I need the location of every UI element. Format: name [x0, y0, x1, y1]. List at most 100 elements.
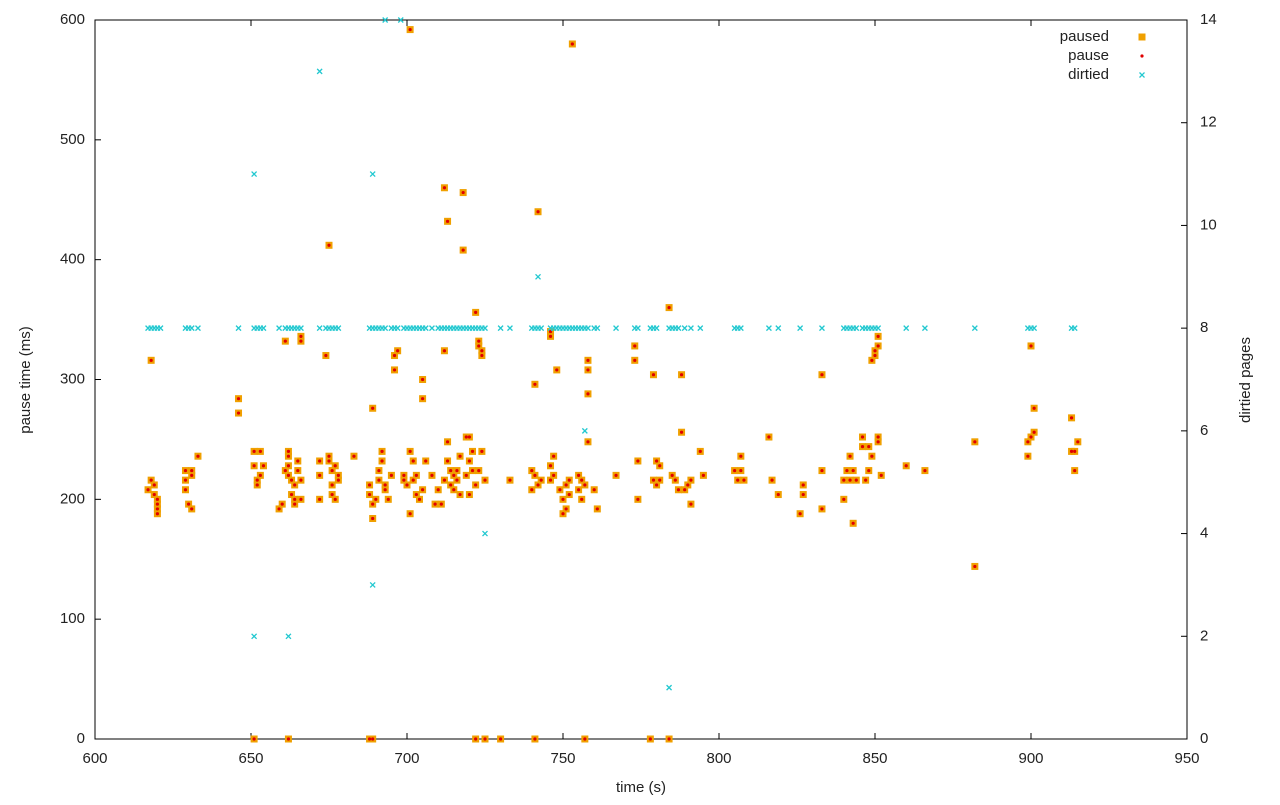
- point-pause: [458, 454, 462, 458]
- point-pause: [854, 478, 858, 482]
- x-axis-label: time (s): [616, 779, 666, 796]
- point-pause: [667, 737, 671, 741]
- point-pause: [327, 459, 331, 463]
- point-pause: [155, 502, 159, 506]
- point-pause: [533, 382, 537, 386]
- point-pause: [424, 459, 428, 463]
- point-pause: [667, 306, 671, 310]
- point-pause: [564, 483, 568, 487]
- point-pause: [651, 373, 656, 377]
- point-pause: [299, 334, 303, 338]
- point-pause: [367, 483, 372, 487]
- point-pause: [277, 507, 281, 511]
- y2-tick-label: 2: [1200, 627, 1208, 644]
- point-pause: [842, 478, 846, 482]
- point-pause: [183, 488, 188, 492]
- point-dirtied: [276, 325, 283, 332]
- point-dirtied: [482, 530, 488, 537]
- point-pause: [442, 186, 447, 190]
- point-pause: [367, 737, 372, 741]
- point-pause: [255, 483, 259, 487]
- point-pause: [371, 502, 375, 506]
- point-pause: [371, 516, 375, 521]
- point-pause: [586, 392, 590, 396]
- point-dirtied: [157, 325, 164, 332]
- point-pause: [530, 468, 534, 473]
- legend-label: pause: [1068, 47, 1109, 64]
- point-pause: [296, 459, 300, 463]
- point-pause: [536, 483, 540, 487]
- point-dirtied: [507, 325, 513, 332]
- point-dirtied: [737, 325, 744, 332]
- point-dirtied: [260, 325, 267, 332]
- point-pause: [867, 468, 871, 473]
- point-dirtied: [1031, 325, 1038, 332]
- legend-marker: [1140, 54, 1144, 58]
- point-pause: [655, 483, 659, 487]
- point-pause: [155, 507, 159, 511]
- point-dirtied: [397, 17, 404, 23]
- point-pause: [658, 464, 662, 468]
- point-pause: [445, 459, 450, 463]
- point-dirtied: [666, 684, 673, 691]
- point-pause: [286, 464, 291, 468]
- point-pause: [798, 512, 802, 516]
- point-pause: [149, 358, 153, 362]
- point-pause: [842, 497, 846, 501]
- point-dirtied: [422, 325, 429, 332]
- point-pause: [318, 497, 322, 501]
- point-pause: [739, 468, 743, 473]
- point-dirtied: [382, 325, 389, 332]
- point-pause: [583, 737, 587, 741]
- point-pause: [851, 521, 855, 525]
- point-dirtied: [195, 325, 201, 332]
- point-pause: [146, 488, 150, 492]
- point-pause: [499, 737, 503, 741]
- point-pause: [280, 502, 284, 506]
- point-pause: [383, 483, 387, 487]
- point-pause: [467, 435, 471, 439]
- point-pause: [733, 468, 737, 473]
- point-pause: [973, 440, 977, 444]
- point-pause: [392, 353, 397, 358]
- point-dirtied: [394, 325, 401, 332]
- point-pause: [873, 349, 877, 353]
- point-dirtied: [675, 325, 682, 332]
- point-pause: [655, 459, 659, 463]
- point-pause: [648, 737, 652, 741]
- point-dirtied: [316, 325, 323, 332]
- point-pause: [461, 248, 465, 252]
- point-pause: [380, 459, 384, 463]
- point-pause: [548, 464, 553, 468]
- point-pause: [864, 478, 868, 482]
- point-pause: [1073, 468, 1077, 473]
- point-dirtied: [853, 325, 860, 332]
- point-pause: [371, 737, 375, 741]
- point-pause: [673, 478, 677, 482]
- point-pause: [651, 478, 656, 482]
- point-pause: [296, 468, 300, 473]
- point-pause: [552, 454, 556, 458]
- point-pause: [155, 497, 159, 501]
- point-pause: [187, 502, 191, 506]
- point-pause: [580, 497, 584, 501]
- point-pause: [676, 488, 681, 492]
- point-pause: [289, 492, 294, 497]
- point-pause: [564, 507, 568, 511]
- point-dirtied: [971, 325, 978, 332]
- point-pause: [458, 492, 462, 497]
- point-pause: [570, 42, 574, 46]
- point-dirtied: [251, 633, 258, 640]
- point-pause: [330, 483, 334, 487]
- point-pause: [904, 464, 908, 468]
- x-tick-label: 900: [1018, 750, 1043, 767]
- y-tick-label: 600: [60, 11, 85, 28]
- point-pause: [474, 737, 478, 741]
- point-pause: [770, 478, 774, 482]
- point-pause: [1073, 449, 1077, 453]
- point-pause: [449, 468, 453, 473]
- point-pause: [477, 344, 481, 348]
- point-pause: [408, 27, 412, 32]
- point-dirtied: [797, 325, 804, 332]
- x-tick-label: 700: [394, 750, 419, 767]
